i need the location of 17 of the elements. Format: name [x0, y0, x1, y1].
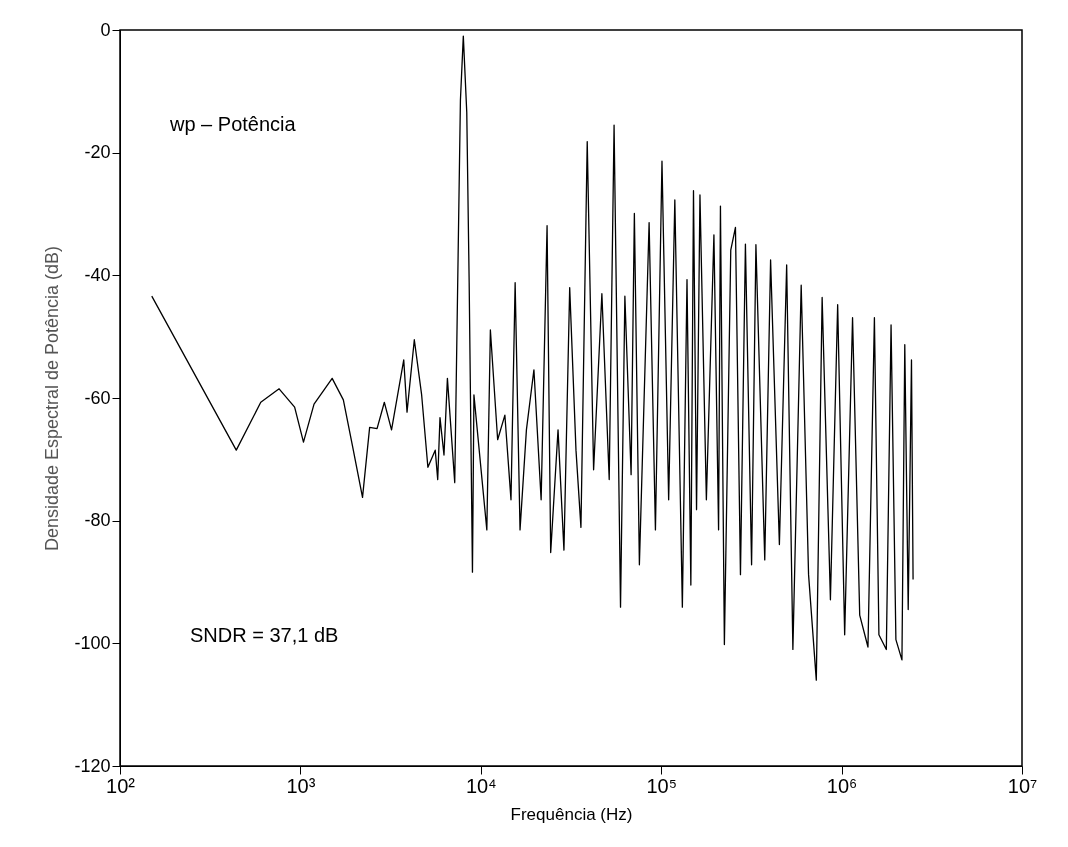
x-tick-label: 10⁴ [465, 774, 497, 797]
x-tick-label: 10⁵ [646, 774, 677, 797]
y-tick-label: -100 [74, 632, 111, 653]
x-tick-label: 10⁷ [1007, 774, 1038, 797]
y-tick-label: -120 [74, 755, 111, 776]
y-tick-label: 0 [100, 19, 111, 40]
annotation: SNDR = 37,1 dB [190, 624, 339, 646]
y-axis-title: Densidade Espectral de Potência (dB) [42, 245, 63, 552]
y-tick-label: -20 [84, 142, 111, 163]
x-tick-label: 10² [106, 774, 136, 797]
x-tick-label: 10⁶ [826, 774, 858, 797]
y-tick-label: -40 [84, 264, 111, 285]
annotation: wp – Potência [169, 113, 297, 135]
x-tick-label: 10³ [286, 774, 316, 797]
y-tick-label: -80 [84, 510, 111, 531]
y-tick-label: -60 [84, 387, 111, 408]
x-axis-title: Frequência (Hz) [510, 804, 633, 824]
